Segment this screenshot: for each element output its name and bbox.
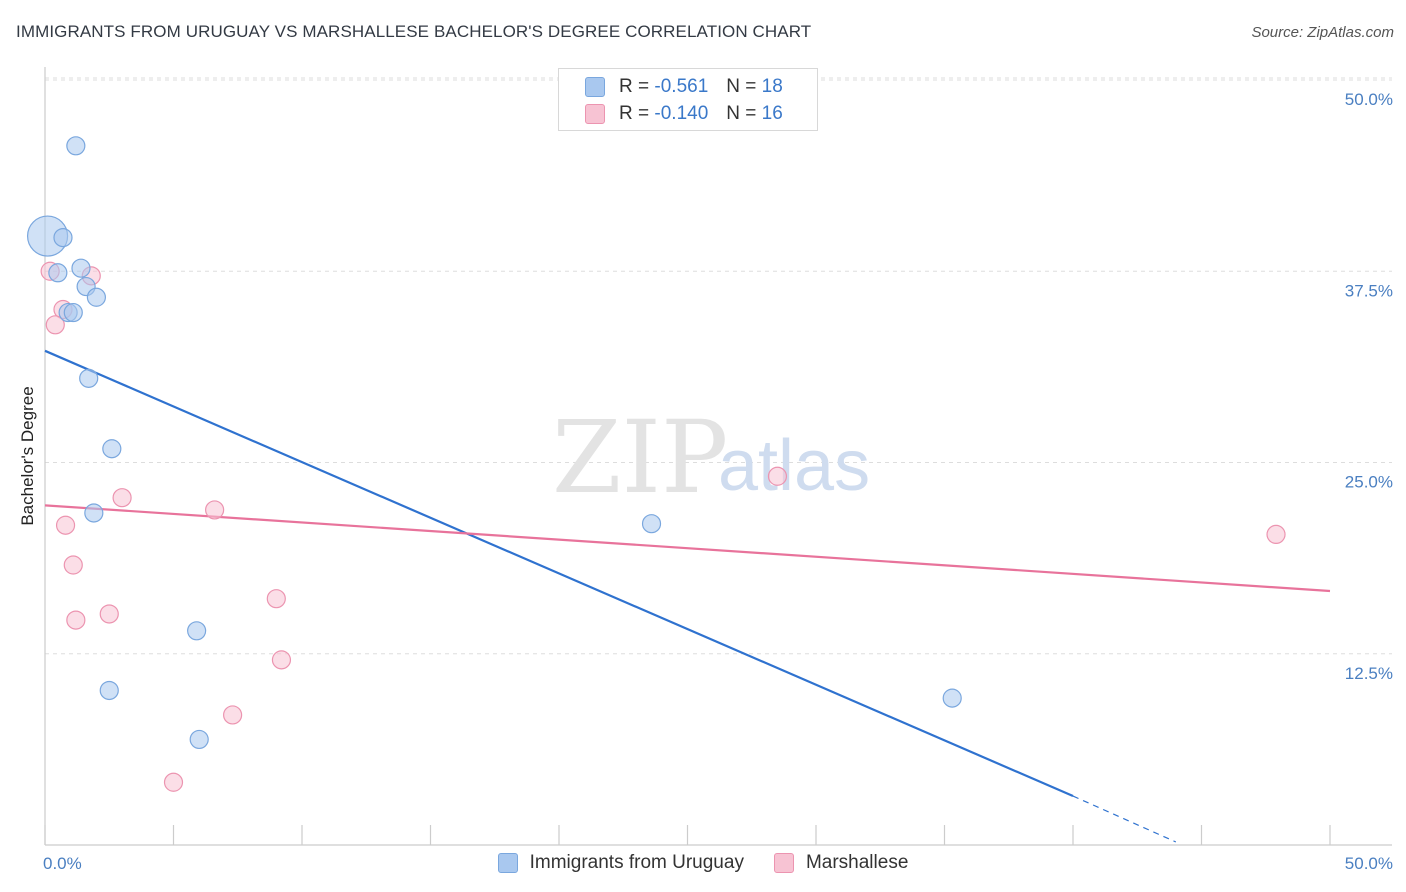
point-marshallese <box>99 604 119 624</box>
y-tick-label: 12.5% <box>1345 664 1393 683</box>
point-uruguay <box>102 439 122 459</box>
labels-layer: 12.5% 25.0% 37.5% 50.0% 0.0% 50.0% Bachelor's … <box>18 90 1393 873</box>
watermark-atlas: atlas <box>718 426 870 506</box>
point-uruguay <box>79 368 99 388</box>
trend-line-uruguay-extension <box>1072 795 1177 843</box>
point-uruguay <box>942 688 962 708</box>
point-marshallese <box>55 515 76 535</box>
legend-r-value: -0.561 <box>654 76 709 97</box>
watermark-zip: ZIP <box>552 399 728 516</box>
legend-r-value: -0.140 <box>654 103 709 124</box>
point-uruguay <box>63 302 83 323</box>
series-legend: Immigrants from Uruguay Marshallese <box>0 852 1406 874</box>
legend-row-uruguay: R = -0.561 N = 18 <box>585 75 783 99</box>
y-tick-label: 25.0% <box>1345 473 1393 492</box>
series-label-marshallese: Marshallese <box>805 852 909 873</box>
source-credit: Source: ZipAtlas.com <box>1251 24 1394 41</box>
legend-swatch-marshallese <box>585 104 605 124</box>
series-swatch-marshallese <box>773 853 794 873</box>
legend-row-marshallese: R = -0.140 N = 16 <box>585 102 783 126</box>
point-marshallese <box>767 466 788 486</box>
point-uruguay <box>99 680 119 701</box>
series-swatch-uruguay <box>497 853 518 873</box>
legend-n-value: 16 <box>761 103 783 124</box>
point-uruguay <box>641 514 662 534</box>
trend-line-marshallese <box>44 504 1331 593</box>
legend-r-label: R = <box>619 103 650 124</box>
point-uruguay <box>189 729 209 750</box>
point-marshallese <box>66 610 86 630</box>
y-axis-title: Bachelor's Degree <box>18 386 37 525</box>
axes-layer <box>44 67 1392 846</box>
point-uruguay <box>187 621 207 641</box>
legend-n-label: N = <box>726 103 757 124</box>
legend-r-label: R = <box>619 76 650 97</box>
point-marshallese <box>112 488 132 508</box>
point-uruguay <box>53 227 73 248</box>
legend-n-value: 18 <box>761 76 783 97</box>
series-legend-marshallese: Marshallese <box>773 852 909 874</box>
x-tick-label: 0.0% <box>43 854 82 873</box>
point-uruguay <box>86 287 107 307</box>
x-tick-label: 50.0% <box>1345 854 1393 873</box>
legend-n-label: N = <box>726 76 757 97</box>
point-marshallese <box>223 705 243 725</box>
point-uruguay <box>48 263 68 283</box>
grid-layer <box>45 77 1392 655</box>
chart-title: IMMIGRANTS FROM URUGUAY VS MARSHALLESE B… <box>16 22 812 41</box>
points-layer <box>26 136 1286 792</box>
point-uruguay <box>71 258 91 278</box>
point-uruguay <box>66 136 86 156</box>
series-legend-uruguay: Immigrants from Uruguay <box>497 852 744 874</box>
point-marshallese <box>163 772 184 792</box>
point-marshallese <box>45 315 65 335</box>
trend-line-uruguay <box>44 349 1074 798</box>
y-tick-label: 50.0% <box>1345 90 1393 109</box>
point-marshallese <box>63 555 83 575</box>
point-marshallese <box>266 589 286 609</box>
point-marshallese <box>271 650 292 670</box>
point-uruguay <box>84 503 104 523</box>
point-marshallese <box>1266 524 1286 545</box>
legend-swatch-uruguay <box>585 77 605 97</box>
y-tick-label: 37.5% <box>1345 281 1393 300</box>
correlation-legend: R = -0.561 N = 18 R = -0.140 N = 16 <box>558 68 818 131</box>
series-label-uruguay: Immigrants from Uruguay <box>529 852 744 873</box>
watermark: ZIP atlas <box>552 399 870 516</box>
trend-layer <box>44 349 1331 843</box>
point-marshallese <box>205 500 225 520</box>
